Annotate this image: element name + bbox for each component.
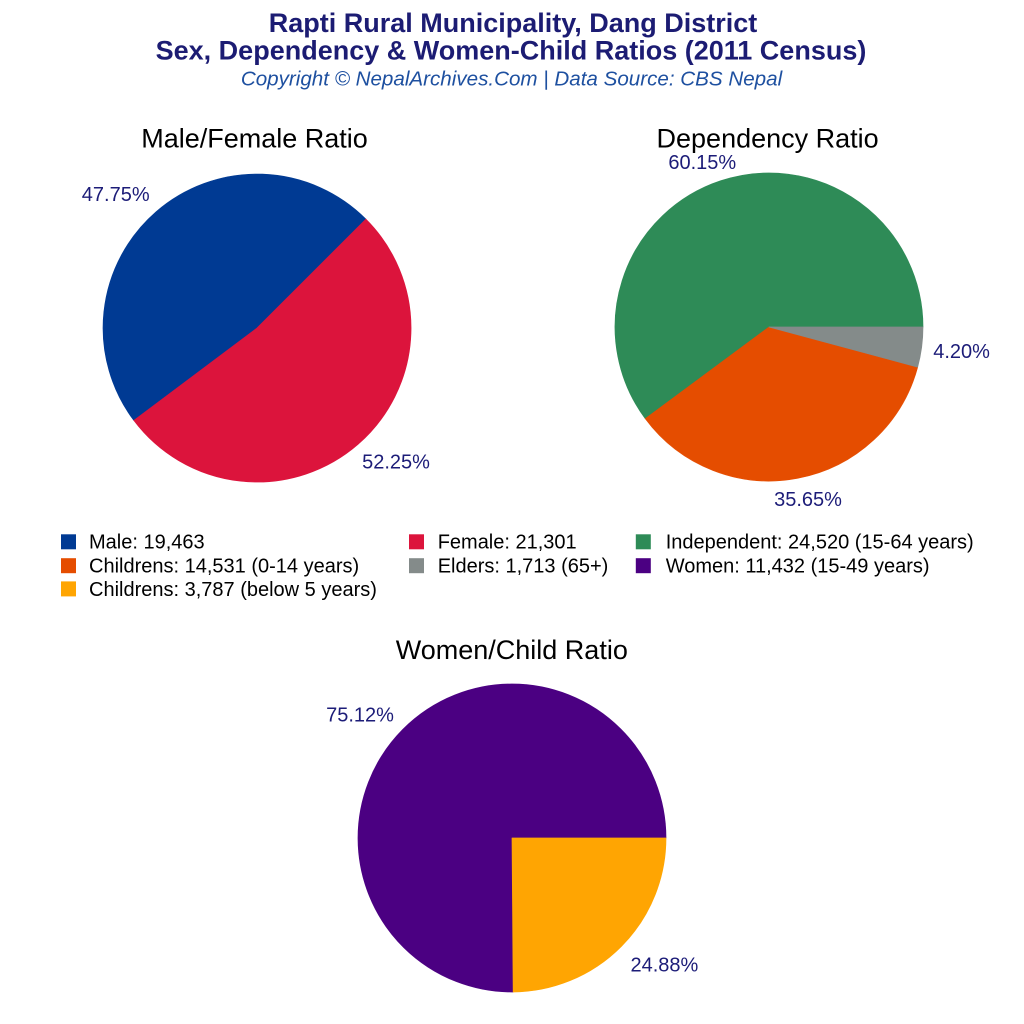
svg-text:Women/Child Ratio: Women/Child Ratio [396, 635, 628, 665]
svg-text:Copyright © NepalArchives.Com: Copyright © NepalArchives.Com | Data Sou… [241, 68, 784, 91]
svg-text:75.12%: 75.12% [326, 705, 394, 727]
svg-text:Rapti Rural Municipality, Dang: Rapti Rural Municipality, Dang District [269, 8, 758, 38]
svg-text:Female: 21,301: Female: 21,301 [438, 532, 577, 554]
svg-text:Male: 19,463: Male: 19,463 [89, 532, 205, 554]
svg-text:Independent: 24,520 (15-64 yea: Independent: 24,520 (15-64 years) [666, 532, 974, 554]
svg-text:35.65%: 35.65% [774, 489, 842, 511]
svg-text:24.88%: 24.88% [630, 955, 698, 977]
svg-text:60.15%: 60.15% [668, 152, 736, 174]
svg-text:4.20%: 4.20% [933, 341, 990, 363]
svg-text:52.25%: 52.25% [362, 451, 430, 473]
svg-text:47.75%: 47.75% [82, 184, 150, 206]
svg-text:Sex, Dependency & Women-Child: Sex, Dependency & Women-Child Ratios (20… [156, 36, 867, 66]
svg-text:Childrens: 14,531 (0-14 years): Childrens: 14,531 (0-14 years) [89, 555, 359, 577]
svg-text:Childrens: 3,787 (below 5 year: Childrens: 3,787 (below 5 years) [89, 579, 377, 601]
svg-text:Women: 11,432 (15-49 years): Women: 11,432 (15-49 years) [666, 555, 930, 577]
svg-text:Elders: 1,713 (65+): Elders: 1,713 (65+) [438, 555, 609, 577]
svg-text:Male/Female Ratio: Male/Female Ratio [141, 124, 368, 154]
svg-text:Dependency Ratio: Dependency Ratio [657, 124, 879, 154]
